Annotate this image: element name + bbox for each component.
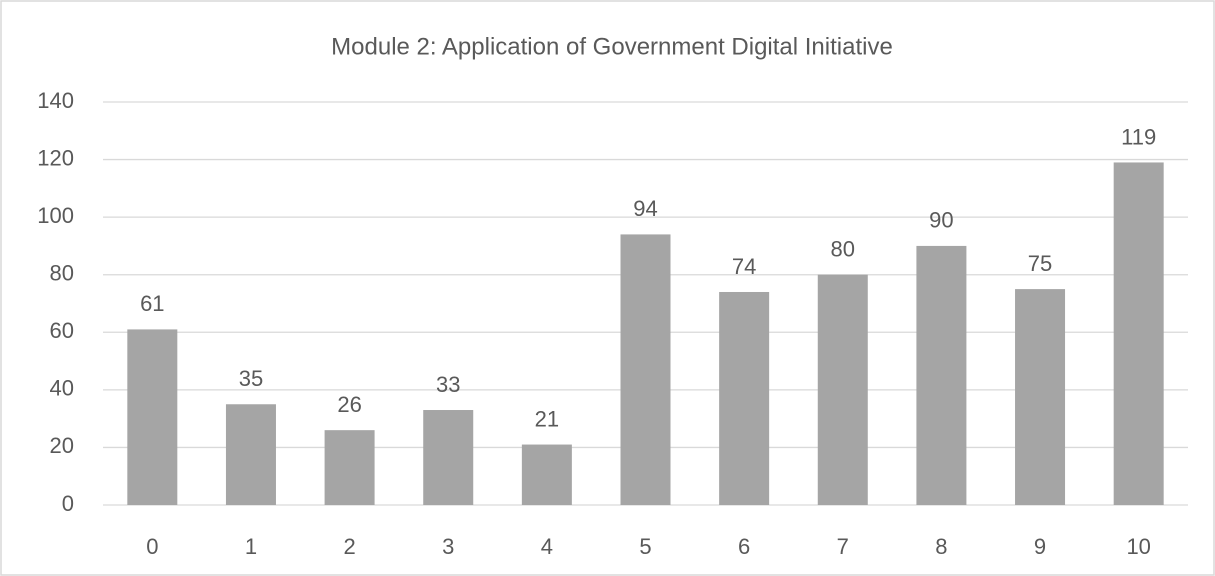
data-label: 80 bbox=[831, 237, 855, 262]
x-tick-label: 0 bbox=[146, 534, 158, 559]
bar bbox=[817, 274, 868, 505]
bar bbox=[719, 291, 770, 505]
y-tick-label: 40 bbox=[50, 376, 74, 401]
data-label: 119 bbox=[1121, 124, 1156, 149]
data-label: 90 bbox=[929, 208, 953, 233]
x-tick-label: 2 bbox=[343, 534, 355, 559]
bar bbox=[1015, 289, 1066, 505]
y-tick-label: 140 bbox=[37, 88, 74, 113]
y-tick-label: 60 bbox=[50, 318, 74, 343]
y-tick-label: 80 bbox=[50, 261, 74, 286]
y-tick-label: 0 bbox=[62, 491, 74, 516]
y-tick-label: 100 bbox=[37, 203, 74, 228]
data-label: 35 bbox=[239, 366, 263, 391]
x-tick-label: 4 bbox=[541, 534, 553, 559]
data-label: 75 bbox=[1028, 251, 1052, 276]
y-tick-label: 120 bbox=[37, 145, 74, 170]
bar bbox=[423, 410, 474, 505]
data-label: 21 bbox=[535, 406, 559, 431]
x-tick-label: 9 bbox=[1034, 534, 1046, 559]
data-label: 94 bbox=[633, 196, 657, 221]
x-tick-label: 1 bbox=[245, 534, 257, 559]
bar bbox=[521, 444, 572, 505]
y-tick-label: 20 bbox=[50, 433, 74, 458]
bar bbox=[1113, 162, 1164, 505]
bar bbox=[916, 245, 967, 505]
x-tick-label: 7 bbox=[837, 534, 849, 559]
bar bbox=[620, 234, 671, 505]
x-tick-label: 3 bbox=[442, 534, 454, 559]
bar bbox=[225, 404, 276, 505]
x-tick-label: 6 bbox=[738, 534, 750, 559]
x-tick-label: 10 bbox=[1126, 534, 1150, 559]
chart-title: Module 2: Application of Government Digi… bbox=[331, 33, 893, 60]
data-label: 33 bbox=[436, 372, 460, 397]
x-tick-label: 5 bbox=[639, 534, 651, 559]
bar bbox=[127, 329, 178, 505]
data-label: 74 bbox=[732, 254, 756, 279]
data-label: 26 bbox=[337, 392, 361, 417]
data-label: 61 bbox=[140, 291, 164, 316]
x-tick-label: 8 bbox=[935, 534, 947, 559]
bar bbox=[324, 430, 375, 505]
